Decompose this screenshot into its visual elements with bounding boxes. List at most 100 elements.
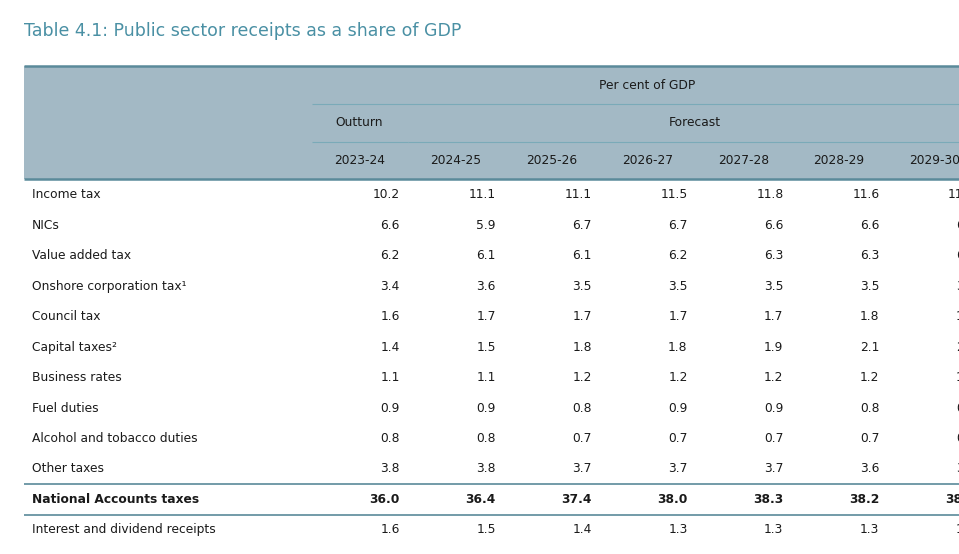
Text: 6.1: 6.1	[477, 249, 496, 262]
Text: 3.7: 3.7	[573, 463, 592, 475]
Text: 11.1: 11.1	[469, 188, 496, 201]
Text: 2028-29: 2028-29	[813, 154, 865, 167]
Text: 0.8: 0.8	[860, 402, 879, 414]
Text: 2.2: 2.2	[956, 341, 959, 353]
Text: 6.2: 6.2	[668, 249, 688, 262]
Text: 6.6: 6.6	[764, 219, 784, 232]
Text: Alcohol and tobacco duties: Alcohol and tobacco duties	[32, 432, 198, 445]
Text: 6.3: 6.3	[956, 249, 959, 262]
Text: 3.7: 3.7	[764, 463, 784, 475]
Text: 3.4: 3.4	[381, 280, 400, 293]
Text: 0.8: 0.8	[477, 432, 496, 445]
Text: Capital taxes²: Capital taxes²	[32, 341, 117, 353]
Text: 11.6: 11.6	[853, 188, 879, 201]
Text: Onshore corporation tax¹: Onshore corporation tax¹	[32, 280, 186, 293]
Text: 2.1: 2.1	[860, 341, 879, 353]
Text: Other taxes: Other taxes	[32, 463, 104, 475]
Text: 0.8: 0.8	[573, 402, 592, 414]
Text: National Accounts taxes: National Accounts taxes	[32, 493, 199, 506]
Text: 2023-24: 2023-24	[334, 154, 386, 167]
Text: 3.7: 3.7	[668, 463, 688, 475]
Text: 6.3: 6.3	[764, 249, 784, 262]
Text: 0.8: 0.8	[381, 432, 400, 445]
Text: Council tax: Council tax	[32, 310, 100, 323]
Text: Table 4.1: Public sector receipts as a share of GDP: Table 4.1: Public sector receipts as a s…	[24, 22, 461, 40]
Text: 3.6: 3.6	[956, 280, 959, 293]
Text: 1.7: 1.7	[668, 310, 688, 323]
Text: 1.6: 1.6	[381, 524, 400, 536]
Text: 3.8: 3.8	[381, 463, 400, 475]
Text: 6.6: 6.6	[381, 219, 400, 232]
Text: 6.7: 6.7	[668, 219, 688, 232]
Text: NICs: NICs	[32, 219, 59, 232]
Text: 1.9: 1.9	[764, 341, 784, 353]
Text: 0.7: 0.7	[764, 432, 784, 445]
Text: 10.2: 10.2	[373, 188, 400, 201]
Text: 1.3: 1.3	[764, 524, 784, 536]
Text: 6.3: 6.3	[860, 249, 879, 262]
Text: Interest and dividend receipts: Interest and dividend receipts	[32, 524, 216, 536]
Text: 11.5: 11.5	[948, 188, 959, 201]
Text: 5.9: 5.9	[477, 219, 496, 232]
Text: 1.4: 1.4	[381, 341, 400, 353]
Text: 1.7: 1.7	[764, 310, 784, 323]
Text: 1.7: 1.7	[477, 310, 496, 323]
Text: 1.2: 1.2	[860, 371, 879, 384]
Text: 1.2: 1.2	[573, 371, 592, 384]
Text: 38.2: 38.2	[945, 493, 959, 506]
Text: 1.5: 1.5	[477, 341, 496, 353]
Text: 1.8: 1.8	[956, 310, 959, 323]
Text: Business rates: Business rates	[32, 371, 122, 384]
Text: 3.6: 3.6	[860, 463, 879, 475]
Text: 1.7: 1.7	[573, 310, 592, 323]
Text: 6.7: 6.7	[573, 219, 592, 232]
Text: Forecast: Forecast	[669, 116, 721, 130]
Text: 2026-27: 2026-27	[621, 154, 673, 167]
Text: 3.6: 3.6	[956, 463, 959, 475]
Text: 6.2: 6.2	[381, 249, 400, 262]
Text: 2027-28: 2027-28	[717, 154, 769, 167]
Text: 0.7: 0.7	[573, 432, 592, 445]
Text: 0.9: 0.9	[764, 402, 784, 414]
Text: Outturn: Outturn	[336, 116, 384, 130]
Text: 1.8: 1.8	[573, 341, 592, 353]
Text: 38.2: 38.2	[849, 493, 879, 506]
Text: 0.9: 0.9	[668, 402, 688, 414]
Text: 6.6: 6.6	[860, 219, 879, 232]
Text: 6.6: 6.6	[956, 219, 959, 232]
Text: 3.8: 3.8	[477, 463, 496, 475]
Text: 2025-26: 2025-26	[526, 154, 577, 167]
Text: 0.9: 0.9	[381, 402, 400, 414]
Text: 1.5: 1.5	[477, 524, 496, 536]
Text: 3.5: 3.5	[668, 280, 688, 293]
Text: Per cent of GDP: Per cent of GDP	[599, 79, 695, 92]
Text: Fuel duties: Fuel duties	[32, 402, 98, 414]
Text: 3.5: 3.5	[573, 280, 592, 293]
Text: 36.4: 36.4	[465, 493, 496, 506]
Text: 11.5: 11.5	[661, 188, 688, 201]
Text: 36.0: 36.0	[369, 493, 400, 506]
Text: 1.8: 1.8	[860, 310, 879, 323]
Text: 1.4: 1.4	[573, 524, 592, 536]
Text: 1.3: 1.3	[668, 524, 688, 536]
Text: 3.5: 3.5	[860, 280, 879, 293]
Text: 37.4: 37.4	[561, 493, 592, 506]
Text: 0.9: 0.9	[477, 402, 496, 414]
Text: Value added tax: Value added tax	[32, 249, 130, 262]
Text: 2024-25: 2024-25	[430, 154, 481, 167]
Text: 1.3: 1.3	[860, 524, 879, 536]
Text: 1.3: 1.3	[956, 524, 959, 536]
Text: 3.6: 3.6	[477, 280, 496, 293]
Text: 1.6: 1.6	[381, 310, 400, 323]
Text: 1.2: 1.2	[764, 371, 784, 384]
Text: 1.2: 1.2	[668, 371, 688, 384]
Text: 11.1: 11.1	[565, 188, 592, 201]
Text: 38.3: 38.3	[753, 493, 784, 506]
Text: 38.0: 38.0	[657, 493, 688, 506]
Text: 0.7: 0.7	[860, 432, 879, 445]
Text: Income tax: Income tax	[32, 188, 101, 201]
Text: 1.1: 1.1	[477, 371, 496, 384]
Text: 0.8: 0.8	[956, 402, 959, 414]
Text: 11.8: 11.8	[757, 188, 784, 201]
Text: 1.8: 1.8	[668, 341, 688, 353]
